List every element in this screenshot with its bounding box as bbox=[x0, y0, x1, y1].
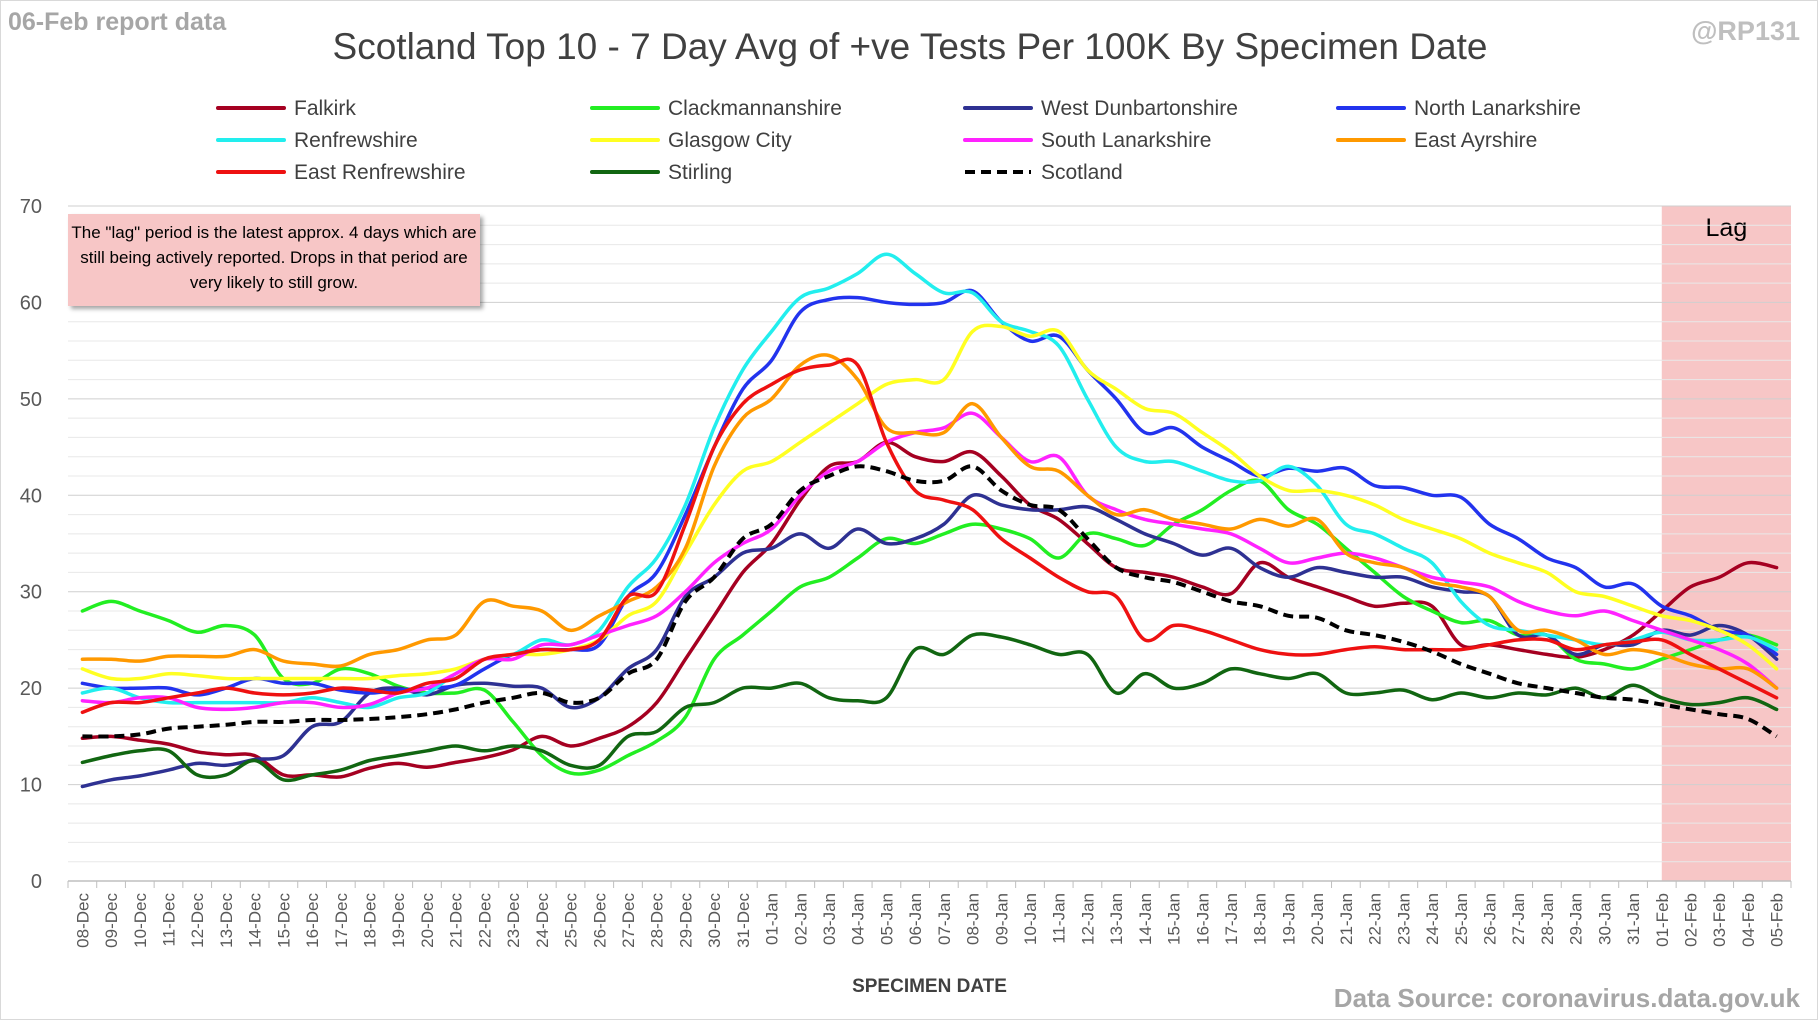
legend-label-west-dunbartonshire: West Dunbartonshire bbox=[1041, 97, 1238, 120]
y-tick-label: 10 bbox=[20, 775, 42, 797]
series-line-north-lanarkshire bbox=[80, 288, 1779, 697]
series-line-stirling bbox=[80, 632, 1779, 783]
series-line-east-renfrewshire bbox=[80, 357, 1779, 715]
x-tick-label: 16-Jan bbox=[1193, 893, 1212, 945]
series-line-clackmannanshire bbox=[80, 478, 1779, 776]
x-tick-label: 12-Dec bbox=[188, 893, 207, 948]
x-tick-label: 30-Jan bbox=[1595, 893, 1614, 945]
lag-label: Lag bbox=[1706, 214, 1748, 242]
legend-label-east-ayrshire: East Ayrshire bbox=[1414, 129, 1537, 152]
legend-label-east-renfrewshire: East Renfrewshire bbox=[294, 161, 466, 184]
x-tick-label: 12-Jan bbox=[1078, 893, 1097, 945]
x-tick-label: 09-Dec bbox=[102, 893, 121, 948]
x-tick-label: 23-Jan bbox=[1394, 893, 1413, 945]
x-tick-label: 04-Jan bbox=[849, 893, 868, 945]
x-tick-label: 07-Jan bbox=[935, 893, 954, 945]
y-tick-label: 20 bbox=[20, 678, 42, 700]
series-line-scotland bbox=[82, 464, 1778, 739]
x-tick-label: 01-Jan bbox=[763, 893, 782, 945]
y-tick-label: 60 bbox=[20, 292, 42, 314]
series-line-glasgow-city bbox=[80, 323, 1779, 682]
legend-label-renfrewshire: Renfrewshire bbox=[294, 129, 418, 152]
x-tick-label: 29-Dec bbox=[676, 893, 695, 948]
x-tick-label: 17-Jan bbox=[1222, 893, 1241, 945]
x-tick-label: 04-Feb bbox=[1739, 893, 1758, 947]
legend-label-clackmannanshire: Clackmannanshire bbox=[668, 97, 842, 120]
x-tick-label: 27-Jan bbox=[1509, 893, 1528, 945]
x-tick-label: 22-Dec bbox=[475, 893, 494, 948]
y-tick-label: 30 bbox=[20, 582, 42, 604]
x-tick-label: 31-Jan bbox=[1624, 893, 1643, 945]
author-handle: @RP131 bbox=[1691, 16, 1800, 46]
x-tick-label: 17-Dec bbox=[332, 893, 351, 948]
x-tick-label: 25-Dec bbox=[562, 893, 581, 948]
series-line-east-ayrshire bbox=[80, 353, 1779, 690]
x-tick-label: 15-Dec bbox=[274, 893, 293, 948]
x-tick-label: 21-Jan bbox=[1337, 893, 1356, 945]
series-line-south-lanarkshire bbox=[80, 411, 1779, 712]
x-tick-label: 05-Jan bbox=[877, 893, 896, 945]
x-tick-label: 29-Jan bbox=[1567, 893, 1586, 945]
data-source: Data Source: coronavirus.data.gov.uk bbox=[1333, 983, 1800, 1013]
x-tick-label: 24-Dec bbox=[533, 893, 552, 948]
y-tick-label: 40 bbox=[20, 485, 42, 507]
x-tick-label: 08-Jan bbox=[964, 893, 983, 945]
report-date-label: 06-Feb report data bbox=[8, 8, 227, 36]
x-tick-label: 05-Feb bbox=[1768, 893, 1787, 947]
x-tick-label: 30-Dec bbox=[705, 893, 724, 948]
x-tick-label: 25-Jan bbox=[1452, 893, 1471, 945]
lag-note: The "lag" period is the latest approx. 4… bbox=[68, 214, 480, 306]
x-tick-label: 08-Dec bbox=[73, 893, 92, 948]
x-tick-label: 20-Jan bbox=[1308, 893, 1327, 945]
legend-label-south-lanarkshire: South Lanarkshire bbox=[1041, 129, 1211, 152]
x-tick-label: 26-Dec bbox=[590, 893, 609, 948]
y-tick-label: 0 bbox=[31, 871, 42, 893]
legend-label-falkirk: Falkirk bbox=[294, 97, 356, 120]
x-tick-label: 09-Jan bbox=[992, 893, 1011, 945]
x-tick-label: 11-Dec bbox=[160, 893, 179, 947]
y-tick-label: 50 bbox=[20, 389, 42, 411]
chart-title: Scotland Top 10 - 7 Day Avg of +ve Tests… bbox=[332, 26, 1488, 67]
x-tick-label: 10-Dec bbox=[131, 893, 150, 948]
x-tick-label: 27-Dec bbox=[619, 893, 638, 948]
x-axis-title: SPECIMEN DATE bbox=[852, 976, 1007, 997]
x-tick-label: 23-Dec bbox=[504, 893, 523, 948]
legend-label-glasgow-city: Glasgow City bbox=[668, 129, 792, 152]
x-tick-label: 18-Jan bbox=[1251, 893, 1270, 945]
x-tick-label: 18-Dec bbox=[361, 893, 380, 948]
x-tick-label: 13-Jan bbox=[1107, 893, 1126, 945]
x-tick-label: 01-Feb bbox=[1653, 893, 1672, 947]
legend-label-scotland: Scotland bbox=[1041, 161, 1123, 184]
lag-region bbox=[1661, 206, 1791, 881]
x-tick-label: 03-Jan bbox=[820, 893, 839, 945]
x-tick-label: 22-Jan bbox=[1366, 893, 1385, 945]
x-tick-label: 21-Dec bbox=[447, 893, 466, 948]
x-tick-label: 14-Jan bbox=[1136, 893, 1155, 945]
x-tick-label: 02-Feb bbox=[1681, 893, 1700, 947]
x-tick-label: 24-Jan bbox=[1423, 893, 1442, 945]
x-tick-label: 11-Jan bbox=[1050, 893, 1069, 944]
x-tick-label: 16-Dec bbox=[303, 893, 322, 948]
x-tick-label: 19-Jan bbox=[1279, 893, 1298, 945]
x-tick-label: 28-Dec bbox=[648, 893, 667, 948]
x-tick-label: 13-Dec bbox=[217, 893, 236, 948]
series-line-renfrewshire bbox=[80, 252, 1779, 710]
x-tick-label: 14-Dec bbox=[246, 893, 265, 948]
x-tick-label: 31-Dec bbox=[734, 893, 753, 948]
legend-label-north-lanarkshire: North Lanarkshire bbox=[1414, 97, 1581, 120]
x-tick-label: 02-Jan bbox=[791, 893, 810, 945]
legend-label-stirling: Stirling bbox=[668, 161, 732, 184]
x-tick-label: 10-Jan bbox=[1021, 893, 1040, 945]
y-tick-label: 70 bbox=[20, 196, 42, 218]
x-tick-label: 03-Feb bbox=[1710, 893, 1729, 947]
x-tick-label: 28-Jan bbox=[1538, 893, 1557, 945]
x-tick-label: 20-Dec bbox=[418, 893, 437, 948]
x-tick-label: 26-Jan bbox=[1480, 893, 1499, 945]
x-tick-label: 06-Jan bbox=[906, 893, 925, 945]
x-tick-label: 19-Dec bbox=[389, 893, 408, 948]
x-tick-label: 15-Jan bbox=[1165, 893, 1184, 945]
